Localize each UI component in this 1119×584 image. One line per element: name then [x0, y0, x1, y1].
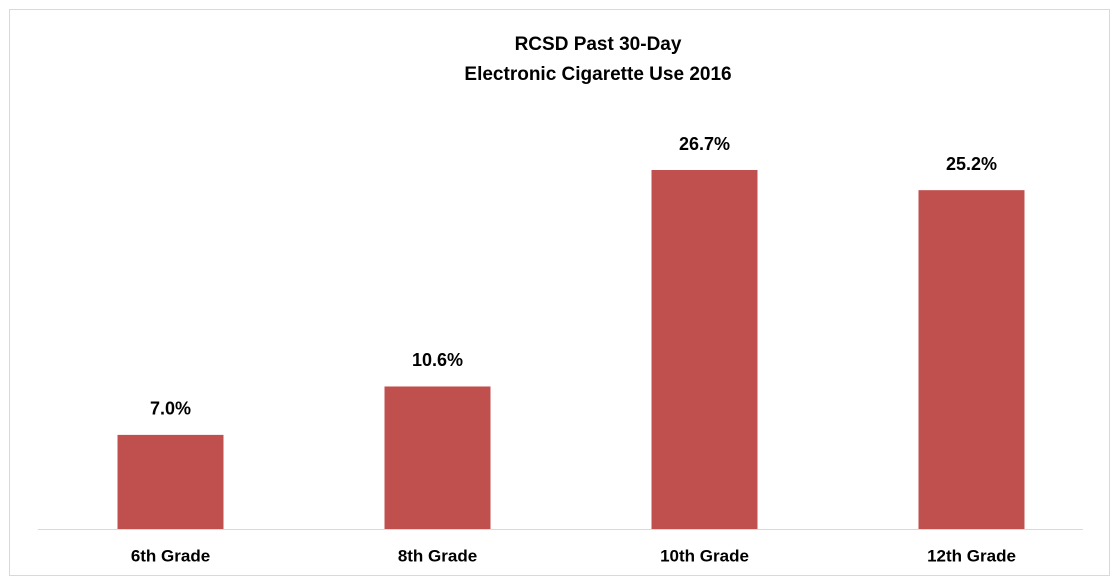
data-label: 7.0%	[150, 399, 191, 419]
data-label: 10.6%	[412, 350, 463, 370]
x-tick-label: 12th Grade	[927, 546, 1016, 565]
data-label: 25.2%	[946, 154, 997, 174]
x-tick-label: 8th Grade	[398, 546, 477, 565]
data-label: 26.7%	[679, 134, 730, 154]
x-tick-label: 10th Grade	[660, 546, 749, 565]
bar	[117, 434, 224, 529]
chart-title: RCSD Past 30-Day	[515, 34, 682, 55]
bar	[651, 170, 758, 529]
bar	[918, 190, 1025, 530]
chart-title: Electronic Cigarette Use 2016	[464, 64, 731, 85]
bar	[384, 386, 491, 529]
x-tick-label: 6th Grade	[131, 546, 210, 565]
